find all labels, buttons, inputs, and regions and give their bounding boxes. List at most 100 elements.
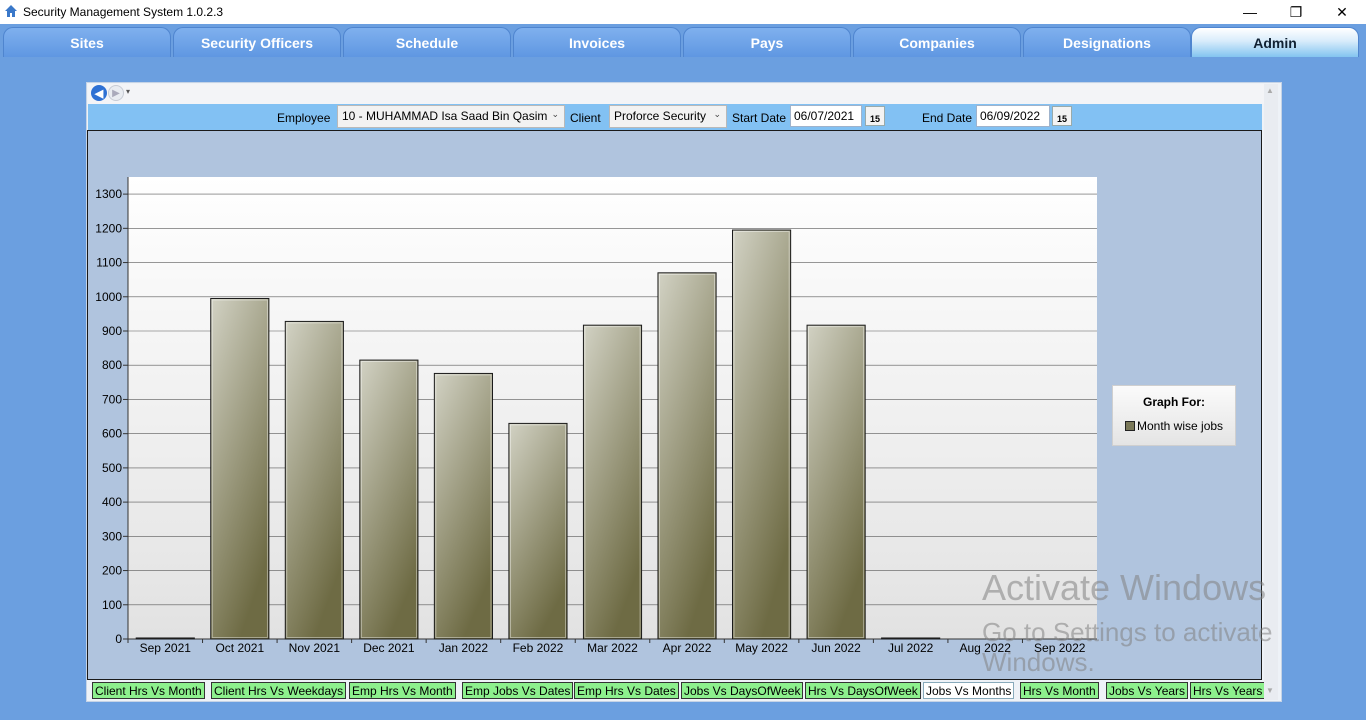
chevron-down-icon: ⌄ [551,109,559,119]
bar [359,359,419,640]
y-tick-label: 100 [102,598,122,612]
graph-tab-client-hrs-vs-month[interactable]: Client Hrs Vs Month [92,682,205,699]
bar [508,422,568,640]
main-tab-strip: Sites Security Officers Schedule Invoice… [0,26,1366,58]
vertical-scrollbar[interactable] [1264,84,1278,700]
bar-highlight [584,326,641,638]
jobs-vs-months-chart: 0 100 200 300 400 500 600 700 800 900 1000 1100 1200… [95,177,1097,655]
y-tick-label: 1300 [95,187,122,201]
client-select[interactable]: Proforce Security ⌄ [609,105,727,128]
navigation-strip [88,84,1264,104]
title-bar: Security Management System 1.0.2.3 — ❐ ✕ [0,0,1366,24]
x-tick-label: Jun 2022 [811,641,861,655]
y-tick-label: 1100 [96,256,122,270]
graph-tab-hrs-vs-years[interactable]: Hrs Vs Years [1190,682,1266,699]
end-date-label: End Date [922,111,973,125]
graph-tab-hrs-vs-month[interactable]: Hrs Vs Month [1020,682,1099,699]
y-tick-label: 300 [102,529,122,543]
chart-legend: Graph For: Month wise jobs [1112,385,1236,446]
bar [284,320,344,640]
bar-highlight [808,326,865,638]
graph-tab-emp-hrs-vs-dates[interactable]: Emp Hrs Vs Dates [574,682,679,699]
graph-tab-jobs-vs-months[interactable]: Jobs Vs Months [923,682,1015,699]
start-date-field[interactable]: 06/07/2021 [790,105,862,127]
bar [657,272,717,640]
tab-schedule[interactable]: Schedule [343,27,511,57]
x-tick-label: Feb 2022 [513,641,564,655]
bar-highlight [659,273,716,638]
x-tick-label: Aug 2022 [959,641,1011,655]
tab-designations[interactable]: Designations [1023,27,1191,57]
close-button[interactable]: ✕ [1336,3,1348,20]
graph-tab-jobs-vs-years[interactable]: Jobs Vs Years [1106,682,1189,699]
x-tick-label: Sep 2022 [1034,641,1086,655]
y-tick-label: 800 [102,358,122,372]
legend-title: Graph For: [1143,395,1205,409]
employee-select-value: 10 - MUHAMMAD Isa Saad Bin Qasim [342,109,548,123]
scroll-up-icon[interactable]: ▲ [1266,86,1274,95]
forward-arrow-icon[interactable]: ▶ [108,85,124,101]
nav-history-dropdown-icon[interactable]: ▾ [126,87,131,96]
tab-sites[interactable]: Sites [3,27,171,57]
chart-area: 0 100 200 300 400 500 600 700 800 900 1000 1100 1200… [87,130,1262,680]
y-tick-label: 400 [102,495,122,509]
y-tick-label: 500 [102,461,122,475]
employee-label: Employee [277,111,331,125]
y-tick-label: 1200 [95,221,122,235]
y-tick-label: 900 [102,324,122,338]
graph-tab-hrs-vs-daysofweek[interactable]: Hrs Vs DaysOfWeek [805,682,921,699]
graph-tab-jobs-vs-daysofweek[interactable]: Jobs Vs DaysOfWeek [681,682,804,699]
end-calendar-icon[interactable]: 15 [1052,106,1072,126]
bar [582,324,643,640]
back-arrow-icon[interactable]: ◀ [91,85,107,101]
graph-tab-emp-hrs-vs-month[interactable]: Emp Hrs Vs Month [349,682,456,699]
graph-tab-emp-jobs-vs-dates[interactable]: Emp Jobs Vs Dates [462,682,574,699]
tab-security-officers[interactable]: Security Officers [173,27,341,57]
x-tick-label: Jan 2022 [439,641,489,655]
tab-companies[interactable]: Companies [853,27,1021,57]
tab-invoices[interactable]: Invoices [513,27,681,57]
scroll-down-icon[interactable]: ▼ [1266,686,1274,695]
bar-highlight [360,361,417,638]
end-date-field[interactable]: 06/09/2022 [976,105,1050,127]
x-tick-label: Mar 2022 [587,641,638,655]
start-date-label: Start Date [732,111,787,125]
tab-admin[interactable]: Admin [1191,27,1359,57]
bar [210,297,270,640]
x-tick-label: Apr 2022 [663,641,712,655]
x-tick-label: Oct 2021 [215,641,264,655]
bar-highlight [211,299,268,638]
client-label: Client [570,111,601,125]
activate-windows-watermark-title: Activate Windows [982,567,1267,608]
y-tick-label: 600 [102,427,122,441]
bar [433,372,493,640]
client-select-value: Proforce Security [614,109,707,123]
bar-highlight [286,322,343,638]
graph-tab-client-hrs-vs-weekdays[interactable]: Client Hrs Vs Weekdays [211,682,347,699]
tab-pays[interactable]: Pays [683,27,851,57]
restore-button[interactable]: ❐ [1289,3,1303,20]
y-tick-label: 700 [102,392,122,406]
x-tick-label: May 2022 [735,641,788,655]
legend-series-label: Month wise jobs [1137,419,1224,433]
x-tick-label: Dec 2021 [363,641,415,655]
app-home-icon [5,5,17,17]
x-tick-label: Jul 2022 [888,641,934,655]
y-tick-label: 1000 [95,290,122,304]
x-tick-label: Nov 2021 [289,641,341,655]
bar [135,637,195,640]
start-calendar-icon[interactable]: 15 [865,106,885,126]
y-tick-label: 0 [115,632,122,646]
bar-highlight [509,424,566,638]
bar [881,637,941,640]
bar-highlight [733,231,790,638]
employee-select[interactable]: 10 - MUHAMMAD Isa Saad Bin Qasim ⌄ [337,105,565,128]
x-tick-label: Sep 2021 [140,641,192,655]
bar [806,324,866,640]
legend-swatch [1125,421,1135,431]
minimize-button[interactable]: — [1243,4,1257,20]
graph-type-tabs: Client Hrs Vs Month Client Hrs Vs Weekda… [88,682,1266,700]
chevron-down-icon: ⌄ [713,109,721,119]
y-tick-label: 200 [102,564,122,578]
bar-highlight [435,374,492,638]
